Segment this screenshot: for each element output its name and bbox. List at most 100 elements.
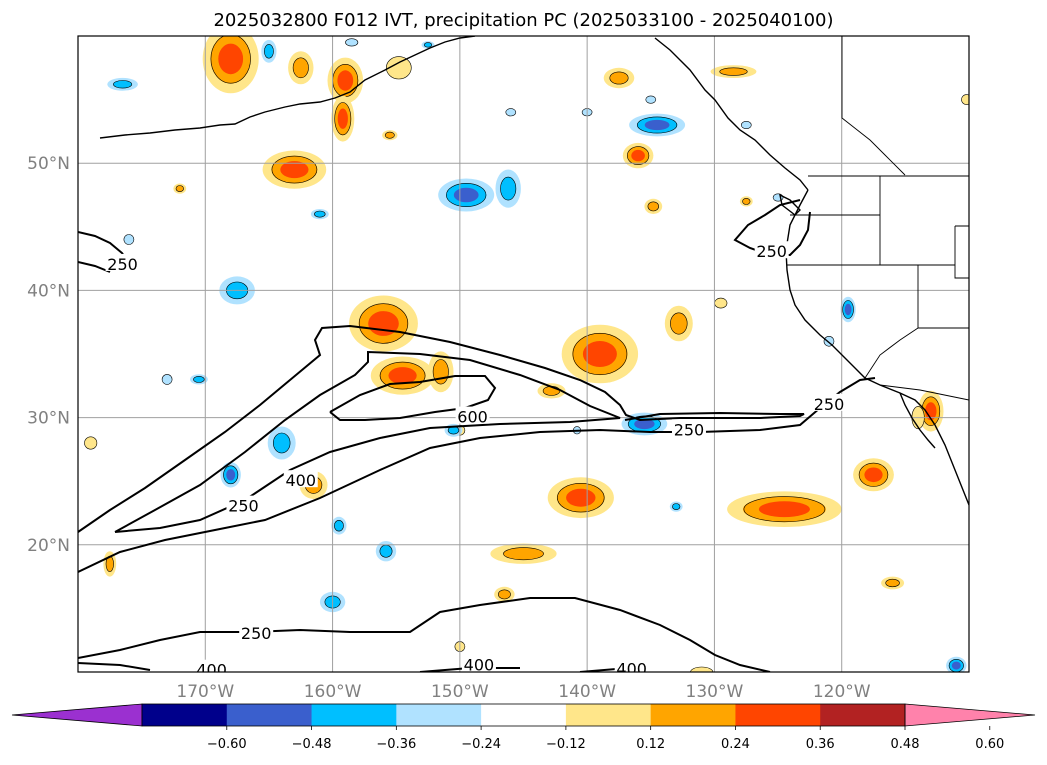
colorbar-segment <box>142 704 228 726</box>
precip-pc-fill-level <box>714 298 728 309</box>
precip-pc-fill-level <box>175 185 184 192</box>
colorbar-segment <box>396 704 482 726</box>
contour-label-background <box>671 419 706 437</box>
precip-pc-contour-line <box>672 503 681 510</box>
precip-pc-contour-line <box>384 131 395 139</box>
colorbar-tick-label: 0.12 <box>636 737 665 752</box>
precip-pc-contour-line <box>772 193 784 202</box>
precip-pc-contour-line <box>446 183 487 208</box>
precip-pc-contour-line <box>557 483 605 513</box>
precip-pc-contour-line <box>626 146 650 165</box>
precip-pc-feature <box>629 113 686 137</box>
longitude-tick-label: 120°W <box>813 682 871 702</box>
alaska-panhandle-coastline <box>654 37 809 191</box>
alaska-coastline <box>99 36 476 139</box>
precip-pc-fill-level <box>758 501 810 518</box>
precip-pc-fill-level <box>105 556 114 572</box>
longitude-tick-label: 160°W <box>304 682 362 702</box>
precip-pc-contour-line <box>670 312 688 335</box>
precip-pc-feature <box>84 436 98 450</box>
precip-pc-feature <box>961 94 969 105</box>
contour-label-background <box>754 241 789 259</box>
longitude-tick-label: 140°W <box>558 682 616 702</box>
latitude-tick-label: 30°N <box>27 409 70 429</box>
precip-pc-contour-line <box>273 432 291 454</box>
latitude-tick-label: 20°N <box>27 536 70 556</box>
precip-pc-contour-line <box>385 56 412 80</box>
precip-pc-fill-level <box>503 547 544 560</box>
precip-pc-fill-level <box>672 503 681 510</box>
precip-pc-contour-line <box>423 42 433 48</box>
precip-pc-fill-level <box>498 589 511 600</box>
precip-pc-feature <box>267 426 296 460</box>
colorbar-extend-max <box>904 703 1036 727</box>
precip-pc-contour-line <box>314 210 326 218</box>
baja-coastline <box>899 392 936 449</box>
precip-pc-contour-line <box>885 578 900 588</box>
ivt-contour-label: 400 <box>464 656 495 675</box>
precip-pc-feature <box>123 234 135 245</box>
ivt-contour-label: 400 <box>616 659 647 678</box>
precip-pc-contour-line <box>358 303 409 344</box>
precip-pc-feature <box>840 296 856 323</box>
precip-pc-feature <box>331 95 355 142</box>
precip-pc-fill-level <box>631 149 645 162</box>
precip-pc-feature <box>375 541 397 562</box>
precip-pc-feature <box>853 458 894 492</box>
colorbar-tick-label: 0.48 <box>891 737 920 752</box>
precip-pc-feature <box>690 666 714 672</box>
precip-pc-feature <box>161 374 173 385</box>
precip-pc-feature <box>494 586 515 603</box>
colorbar-tick-label: −0.60 <box>207 737 247 752</box>
california-nevada-border <box>864 327 919 379</box>
precip-pc-feature <box>327 57 364 104</box>
precip-pc-fill-level <box>113 80 132 89</box>
contour-label-background <box>194 659 229 672</box>
chart-title: 2025032800 F012 IVT, precipitation PC (2… <box>213 10 833 31</box>
ivt-600-contour <box>329 375 497 421</box>
precip-pc-contour-line <box>740 121 752 130</box>
precip-pc-fill-level <box>345 38 359 47</box>
precip-pc-fill-level <box>226 469 236 481</box>
precip-pc-contour-line <box>842 300 854 319</box>
latitude-tick-label: 50°N <box>27 154 70 174</box>
precip-pc-fill-level <box>386 56 412 80</box>
precip-pc-contour-line <box>500 176 517 201</box>
precip-pc-feature <box>220 462 241 488</box>
precip-pc-fill-level <box>864 467 883 483</box>
precip-pc-fill-level <box>741 121 752 129</box>
utah-border <box>954 225 969 279</box>
precip-pc-fill-level <box>385 132 395 139</box>
colorbar-segment <box>650 704 736 726</box>
map-area: 250 250 250 250 600 400 250 250 400 400 400 <box>78 36 969 678</box>
precip-pc-fill-level <box>424 42 432 48</box>
ivt-250-bottom-contour <box>78 597 771 672</box>
political-boundaries <box>787 36 969 401</box>
latitude-tick-labels: 20°N 30°N 40°N 50°N <box>27 154 70 556</box>
contour-label-background <box>226 495 261 513</box>
precip-pc-contour-line <box>84 436 98 450</box>
precip-pc-fill-level <box>453 187 479 203</box>
ivt-contour-label: 250 <box>674 420 705 439</box>
precip-pc-contour-line <box>858 462 889 487</box>
precip-pc-fill-level <box>273 432 291 454</box>
precip-pc-fill-level <box>566 488 596 507</box>
precip-pc-feature <box>644 198 663 214</box>
precip-pc-feature <box>438 178 495 212</box>
colorbar-tick-label: 0.24 <box>721 737 750 752</box>
ivt-contour-labels: 250 250 250 250 600 400 250 250 400 400 400 <box>105 241 846 678</box>
precip-pc-contour-line <box>503 547 544 561</box>
ivt-400-contour <box>114 350 621 533</box>
colorbar-tick-label: −0.24 <box>461 737 501 752</box>
colorbar-extend-min <box>11 703 143 727</box>
precip-pc-fill-level <box>961 94 969 105</box>
precip-pc-contour-line <box>175 185 184 192</box>
precip-pc-feature <box>727 491 842 527</box>
precip-pc-fill-level <box>885 579 900 587</box>
contour-label-background <box>283 470 318 488</box>
ivt-contour-label: 250 <box>241 624 272 643</box>
precip-pc-contour-line <box>609 71 629 85</box>
precip-pc-feature <box>345 38 359 47</box>
precip-pc-fill-level <box>644 119 670 131</box>
precip-pc-feature <box>918 390 944 432</box>
